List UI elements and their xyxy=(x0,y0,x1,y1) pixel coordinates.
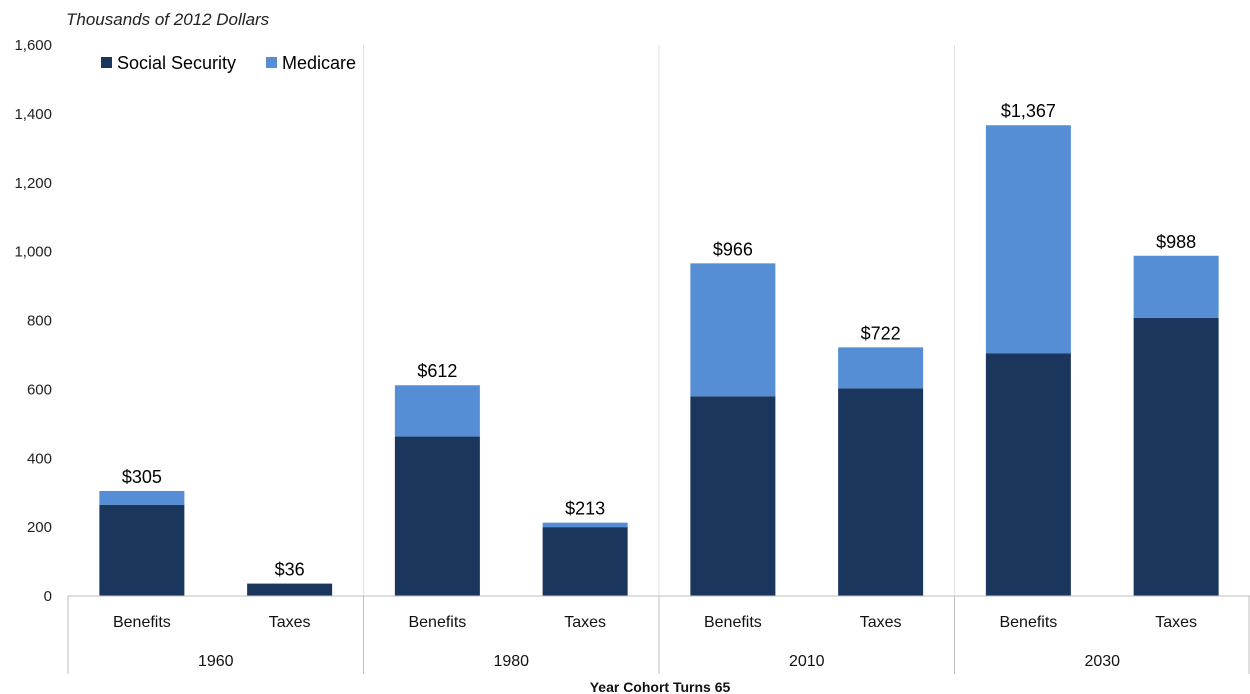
bar-medicare xyxy=(838,347,924,389)
bar-total-label: $36 xyxy=(275,560,305,580)
bar-social-security xyxy=(247,583,333,596)
category-label: Taxes xyxy=(269,614,311,631)
group-separators xyxy=(363,45,955,596)
bar-medicare xyxy=(1133,255,1219,318)
group-label: 1960 xyxy=(198,653,234,670)
y-axis-title: Thousands of 2012 Dollars xyxy=(66,10,270,29)
x-axis: Benefits Taxes Benefits Taxes Benefits Taxes B… xyxy=(67,595,1250,674)
bar-total-label: $612 xyxy=(417,361,457,381)
y-axis-ticks: 0 200 400 600 800 1,000 1,200 1,400 1,600 xyxy=(14,37,52,605)
legend: Social Security Medicare xyxy=(101,53,356,73)
category-label: Benefits xyxy=(999,614,1057,631)
category-label: Benefits xyxy=(113,614,171,631)
bar-medicare xyxy=(985,125,1071,354)
group-label: 2030 xyxy=(1084,653,1120,670)
bar-total-label: $988 xyxy=(1156,232,1196,252)
bar-social-security xyxy=(838,388,924,596)
bar-social-security xyxy=(542,527,628,596)
x-axis-title: Year Cohort Turns 65 xyxy=(590,679,731,694)
bar-social-security xyxy=(985,353,1071,596)
category-label: Taxes xyxy=(564,614,606,631)
bar-medicare xyxy=(394,385,480,437)
y-tick-label: 1,400 xyxy=(14,106,52,123)
y-tick-label: 1,000 xyxy=(14,244,52,261)
y-tick-label: 1,600 xyxy=(14,37,52,54)
bar-total-label: $213 xyxy=(565,499,605,519)
bar-total-label: $305 xyxy=(122,467,162,487)
bar-social-security xyxy=(690,396,776,596)
y-tick-label: 800 xyxy=(27,313,52,330)
group-label: 2010 xyxy=(789,653,825,670)
bar-social-security xyxy=(1133,317,1219,596)
legend-label: Medicare xyxy=(282,53,356,73)
category-label: Taxes xyxy=(1155,614,1197,631)
y-tick-label: 0 xyxy=(44,588,52,605)
legend-swatch xyxy=(101,57,112,68)
y-tick-label: 1,200 xyxy=(14,175,52,192)
group-label: 1980 xyxy=(493,653,529,670)
bar-medicare xyxy=(542,522,628,528)
category-label: Benefits xyxy=(408,614,466,631)
y-tick-label: 400 xyxy=(27,450,52,467)
bars xyxy=(99,125,1219,596)
bar-total-label: $966 xyxy=(713,239,753,259)
bar-total-label: $722 xyxy=(861,323,901,343)
y-tick-label: 600 xyxy=(27,381,52,398)
bar-social-security xyxy=(394,436,480,596)
bar-medicare xyxy=(690,263,776,397)
data-labels: $305 $36 $612 $213 $966 $722 $1,367 $988 xyxy=(122,101,1196,579)
bar-total-label: $1,367 xyxy=(1001,101,1056,121)
category-label: Taxes xyxy=(860,614,902,631)
bar-social-security xyxy=(99,504,185,596)
legend-label: Social Security xyxy=(117,53,236,73)
legend-swatch xyxy=(266,57,277,68)
y-tick-label: 200 xyxy=(27,519,52,536)
bar-medicare xyxy=(99,490,185,505)
category-label: Benefits xyxy=(704,614,762,631)
